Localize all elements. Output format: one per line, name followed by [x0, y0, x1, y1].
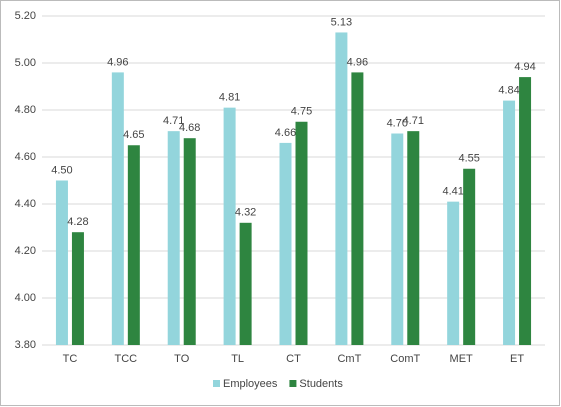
- value-label: 4.71: [163, 115, 184, 127]
- x-tick-label: TL: [231, 353, 244, 365]
- value-label: 4.70: [387, 117, 408, 129]
- bar: [127, 145, 140, 345]
- y-tick-label: 3.80: [15, 339, 36, 351]
- value-label: 4.50: [51, 164, 72, 176]
- bar: [351, 72, 364, 346]
- bar: [295, 121, 308, 345]
- legend-label: Employees: [223, 378, 278, 390]
- value-label: 5.13: [331, 16, 352, 28]
- bar: [407, 131, 420, 345]
- value-label: 4.41: [442, 186, 463, 198]
- x-tick-label: ComT: [390, 353, 420, 365]
- value-label: 4.75: [291, 106, 312, 118]
- x-tick-label: CmT: [337, 353, 361, 365]
- value-label: 4.32: [235, 207, 256, 219]
- x-tick-label: CT: [286, 353, 301, 365]
- legend-swatch: [289, 380, 297, 387]
- bar: [183, 138, 196, 345]
- value-label: 4.66: [275, 127, 296, 139]
- x-tick-label: TCC: [115, 353, 138, 365]
- bar: [463, 168, 476, 345]
- value-label: 4.68: [179, 122, 200, 134]
- bar: [223, 107, 236, 346]
- value-label: 4.71: [403, 115, 424, 127]
- value-label: 4.84: [498, 85, 519, 97]
- bar: [519, 77, 532, 345]
- bar: [55, 180, 68, 345]
- value-label: 4.96: [347, 56, 368, 68]
- value-label: 4.65: [123, 129, 144, 141]
- x-tick-label: TO: [174, 353, 190, 365]
- y-tick-label: 5.00: [15, 57, 36, 69]
- bar: [71, 232, 84, 345]
- y-tick-label: 4.60: [15, 151, 36, 163]
- x-tick-label: MET: [450, 353, 474, 365]
- bar: [335, 32, 348, 345]
- value-label: 4.94: [514, 61, 535, 73]
- bar: [447, 201, 460, 345]
- x-tick-label: ET: [510, 353, 524, 365]
- value-label: 4.81: [219, 92, 240, 104]
- value-label: 4.28: [67, 216, 88, 228]
- x-tick-label: TC: [63, 353, 78, 365]
- y-tick-label: 4.00: [15, 292, 36, 304]
- bar: [503, 100, 516, 345]
- bar: [111, 72, 124, 346]
- value-label: 4.96: [107, 56, 128, 68]
- y-tick-label: 4.80: [15, 104, 36, 116]
- bar: [391, 133, 404, 345]
- y-tick-label: 4.40: [15, 198, 36, 210]
- y-tick-label: 5.20: [15, 10, 36, 22]
- legend-swatch: [213, 380, 220, 387]
- bar: [239, 222, 252, 345]
- bar: [279, 142, 292, 345]
- y-tick-label: 4.20: [15, 245, 36, 257]
- legend-label: Students: [299, 378, 343, 390]
- value-label: 4.55: [458, 153, 479, 165]
- bar: [167, 131, 180, 345]
